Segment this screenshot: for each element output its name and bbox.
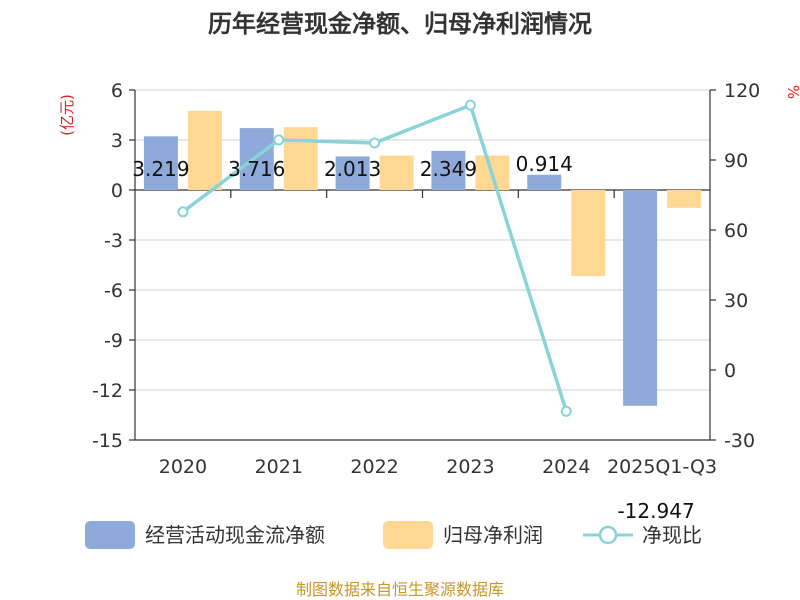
bar-profit: [667, 190, 702, 208]
data-label-cashflow: 3.219: [132, 157, 189, 181]
ratio-point: [177, 206, 189, 218]
bar-cashflow: [143, 136, 178, 190]
ratio-point: [464, 99, 476, 111]
bar-profit: [283, 127, 318, 190]
x-tick-label: 2022: [350, 456, 398, 478]
right-tick-label: 30: [724, 290, 748, 312]
x-tick-label: 2021: [255, 456, 303, 478]
data-labels: 3.219 3.716 2.013 2.349 0.914 -12.947: [132, 152, 694, 523]
legend-label-ratio: 净现比: [642, 523, 702, 547]
ratio-line: [177, 99, 572, 417]
bar-cashflow: [239, 128, 274, 190]
x-tick-label: 2023: [446, 456, 494, 478]
bar-profit: [379, 155, 414, 190]
right-tick-label: 60: [724, 220, 748, 242]
ratio-point: [369, 137, 381, 149]
left-axis-unit: (亿元): [58, 94, 76, 136]
legend-label-profit: 归母净利润: [443, 523, 543, 547]
data-label-cashflow: 2.013: [324, 157, 381, 181]
ratio-point: [560, 405, 572, 417]
legend-marker-ratio: [598, 525, 618, 545]
legend: 经营活动现金流净额 归母净利润 净现比: [85, 521, 702, 549]
legend-swatch-cashflow: [85, 521, 135, 549]
legend-label-cashflow: 经营活动现金流净额: [145, 523, 325, 547]
bar-profit: [571, 190, 606, 277]
left-tick-label: -6: [104, 280, 123, 302]
source-note: 制图数据来自恒生聚源数据库: [296, 580, 504, 599]
right-tick-label: 0: [724, 360, 736, 382]
legend-swatch-profit: [383, 521, 433, 549]
x-tick-label: 2024: [542, 456, 590, 478]
bar-cashflow: [335, 156, 370, 190]
x-tick-label: 2020: [159, 456, 207, 478]
data-label-cashflow: 3.716: [228, 157, 285, 181]
left-tick-label: 6: [111, 80, 123, 102]
data-label-cashflow: 2.349: [420, 157, 477, 181]
x-tick-label: 2025Q1-Q3: [607, 456, 717, 478]
data-label-cashflow: -12.947: [617, 499, 694, 523]
bar-cashflow: [623, 190, 658, 406]
right-tick-label: 120: [724, 80, 760, 102]
left-tick-label: 3: [111, 130, 123, 152]
right-axis-unit: %: [784, 85, 800, 99]
bar-profit: [187, 110, 222, 190]
data-label-cashflow: 0.914: [516, 152, 573, 176]
bar-cashflow: [431, 150, 466, 190]
bars: [143, 110, 702, 406]
left-tick-label: -3: [104, 230, 123, 252]
right-tick-label: -30: [724, 430, 755, 452]
bar-cashflow: [527, 174, 562, 190]
left-tick-label: -12: [92, 380, 123, 402]
left-tick-label: -9: [104, 330, 123, 352]
chart-title: 历年经营现金净额、归母净利润情况: [208, 10, 592, 38]
left-tick-label: 0: [111, 180, 123, 202]
right-tick-label: 90: [724, 150, 748, 172]
left-tick-label: -15: [92, 430, 123, 452]
ratio-point: [273, 134, 285, 146]
